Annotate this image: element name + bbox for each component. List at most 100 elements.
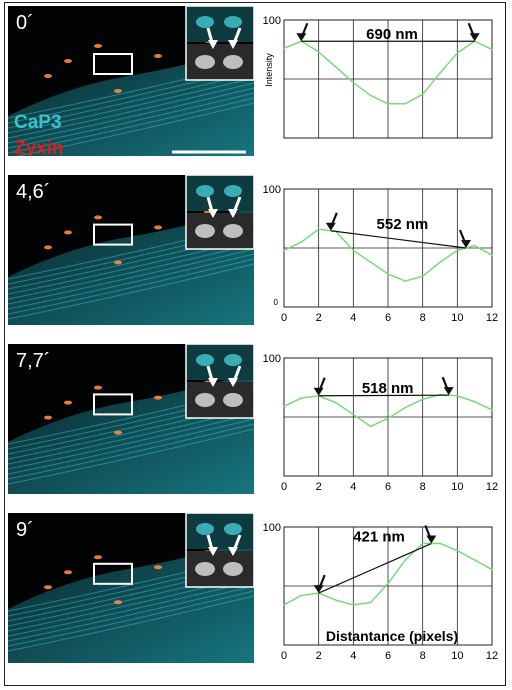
ytick-label: 100 [263, 522, 281, 534]
ytick-label: 100 [263, 15, 281, 27]
inset-arrowhead [228, 40, 238, 49]
inset-arrowhead [208, 209, 218, 218]
inset-blob [223, 393, 243, 407]
peak-arrowhead [469, 33, 480, 42]
adhesion-spot [94, 385, 102, 390]
micrograph-image [8, 513, 254, 663]
data-point [283, 249, 285, 252]
data-point [335, 402, 337, 404]
data-point [491, 409, 493, 411]
data-point [456, 249, 459, 252]
inset-blob [195, 562, 215, 576]
intensity-plot-0: 100 Intensity 690 nm [258, 6, 500, 168]
xtick-label: 4 [350, 312, 356, 324]
peak-arrowhead [313, 387, 324, 396]
ytick-label: 0 [274, 298, 279, 307]
data-point [404, 102, 407, 105]
data-point [352, 413, 355, 416]
xtick-label: 8 [420, 481, 426, 493]
inset-blob [224, 354, 242, 366]
fiber-line [8, 87, 254, 144]
inset-border [185, 175, 254, 250]
time-label: 0´ [16, 12, 34, 34]
adhesion-spot [64, 400, 72, 405]
fiber-line [8, 595, 254, 652]
channel-label-zyxin: Zyxin [14, 138, 64, 156]
fiber-line [8, 418, 254, 475]
data-point [404, 559, 407, 561]
adhesion-spot [114, 430, 122, 435]
adhesion-spot [114, 260, 122, 265]
fiber-line [8, 590, 254, 647]
inset-blob [196, 354, 214, 366]
data-point [317, 51, 320, 53]
time-label: 4,6´ [16, 181, 51, 203]
fiber-line [8, 243, 254, 300]
inset-blob [196, 523, 214, 535]
distance-label: 690 nm [366, 26, 418, 43]
xtick-label: 6 [385, 481, 391, 493]
adhesion-spot [94, 215, 102, 220]
fiber-line [8, 82, 254, 139]
figure-border [4, 2, 506, 686]
intensity-plot-svg: 100 00 2 4 6 8 10 12 552 nm [263, 184, 498, 324]
adhesion-spot [44, 74, 52, 78]
fiber-line [8, 77, 254, 134]
fiber-line [8, 413, 254, 470]
peak-arrowhead [313, 585, 324, 594]
roi-box [93, 223, 133, 246]
data-point [369, 94, 372, 97]
fiber-line [8, 253, 254, 310]
fiber-line [8, 428, 254, 485]
inset-blob [195, 393, 215, 407]
inset-border [185, 513, 254, 588]
inset-color [186, 513, 254, 549]
time-label: 7,7´ [16, 350, 51, 372]
fiber-line [8, 580, 254, 637]
micrograph-image [8, 175, 254, 325]
y-axis-label: Intensity [264, 53, 274, 87]
inset-blob [223, 562, 243, 576]
xtick-label: 2 [316, 650, 322, 662]
inset-blob [224, 185, 242, 197]
data-point [473, 400, 476, 403]
xtick-label: 12 [486, 481, 498, 493]
data-point [283, 47, 285, 50]
data-point [473, 559, 476, 561]
adhesion-spot [94, 555, 102, 560]
adhesion-spot [94, 44, 102, 48]
inset-arrowhead [208, 547, 218, 556]
data-point [283, 604, 285, 606]
data-point [421, 398, 424, 401]
inset-blob [224, 523, 242, 535]
data-point [387, 582, 389, 585]
fiber-line [8, 258, 254, 315]
inset-blob [196, 16, 214, 28]
inset-border [185, 344, 254, 419]
inset-arrowhead [208, 378, 218, 387]
data-point [300, 241, 303, 243]
channel-label-cap3: CaP3 [14, 112, 62, 133]
peak-arrowhead [296, 33, 307, 42]
peak-arrowhead [443, 387, 454, 396]
xtick-label: 0 [281, 312, 287, 324]
data-point [404, 280, 407, 282]
inset-color [186, 344, 254, 380]
micrograph-panel-1: 4,6´ [8, 175, 254, 325]
data-point [421, 275, 424, 278]
data-point [352, 249, 355, 252]
adhesion-spot [64, 230, 72, 235]
peak-arrowhead [325, 222, 336, 231]
adhesion-spot [114, 89, 122, 93]
data-point [369, 601, 372, 604]
xtick-label: 8 [420, 312, 426, 324]
data-point [387, 102, 389, 105]
adhesion-spot [154, 225, 162, 230]
xtick-label: 2 [316, 481, 322, 493]
inset-color [186, 175, 254, 211]
fiber-line [8, 97, 254, 154]
data-point [387, 273, 389, 275]
ytick-label: 100 [263, 353, 281, 365]
data-point [456, 549, 459, 552]
inset-arrowhead [228, 547, 238, 556]
